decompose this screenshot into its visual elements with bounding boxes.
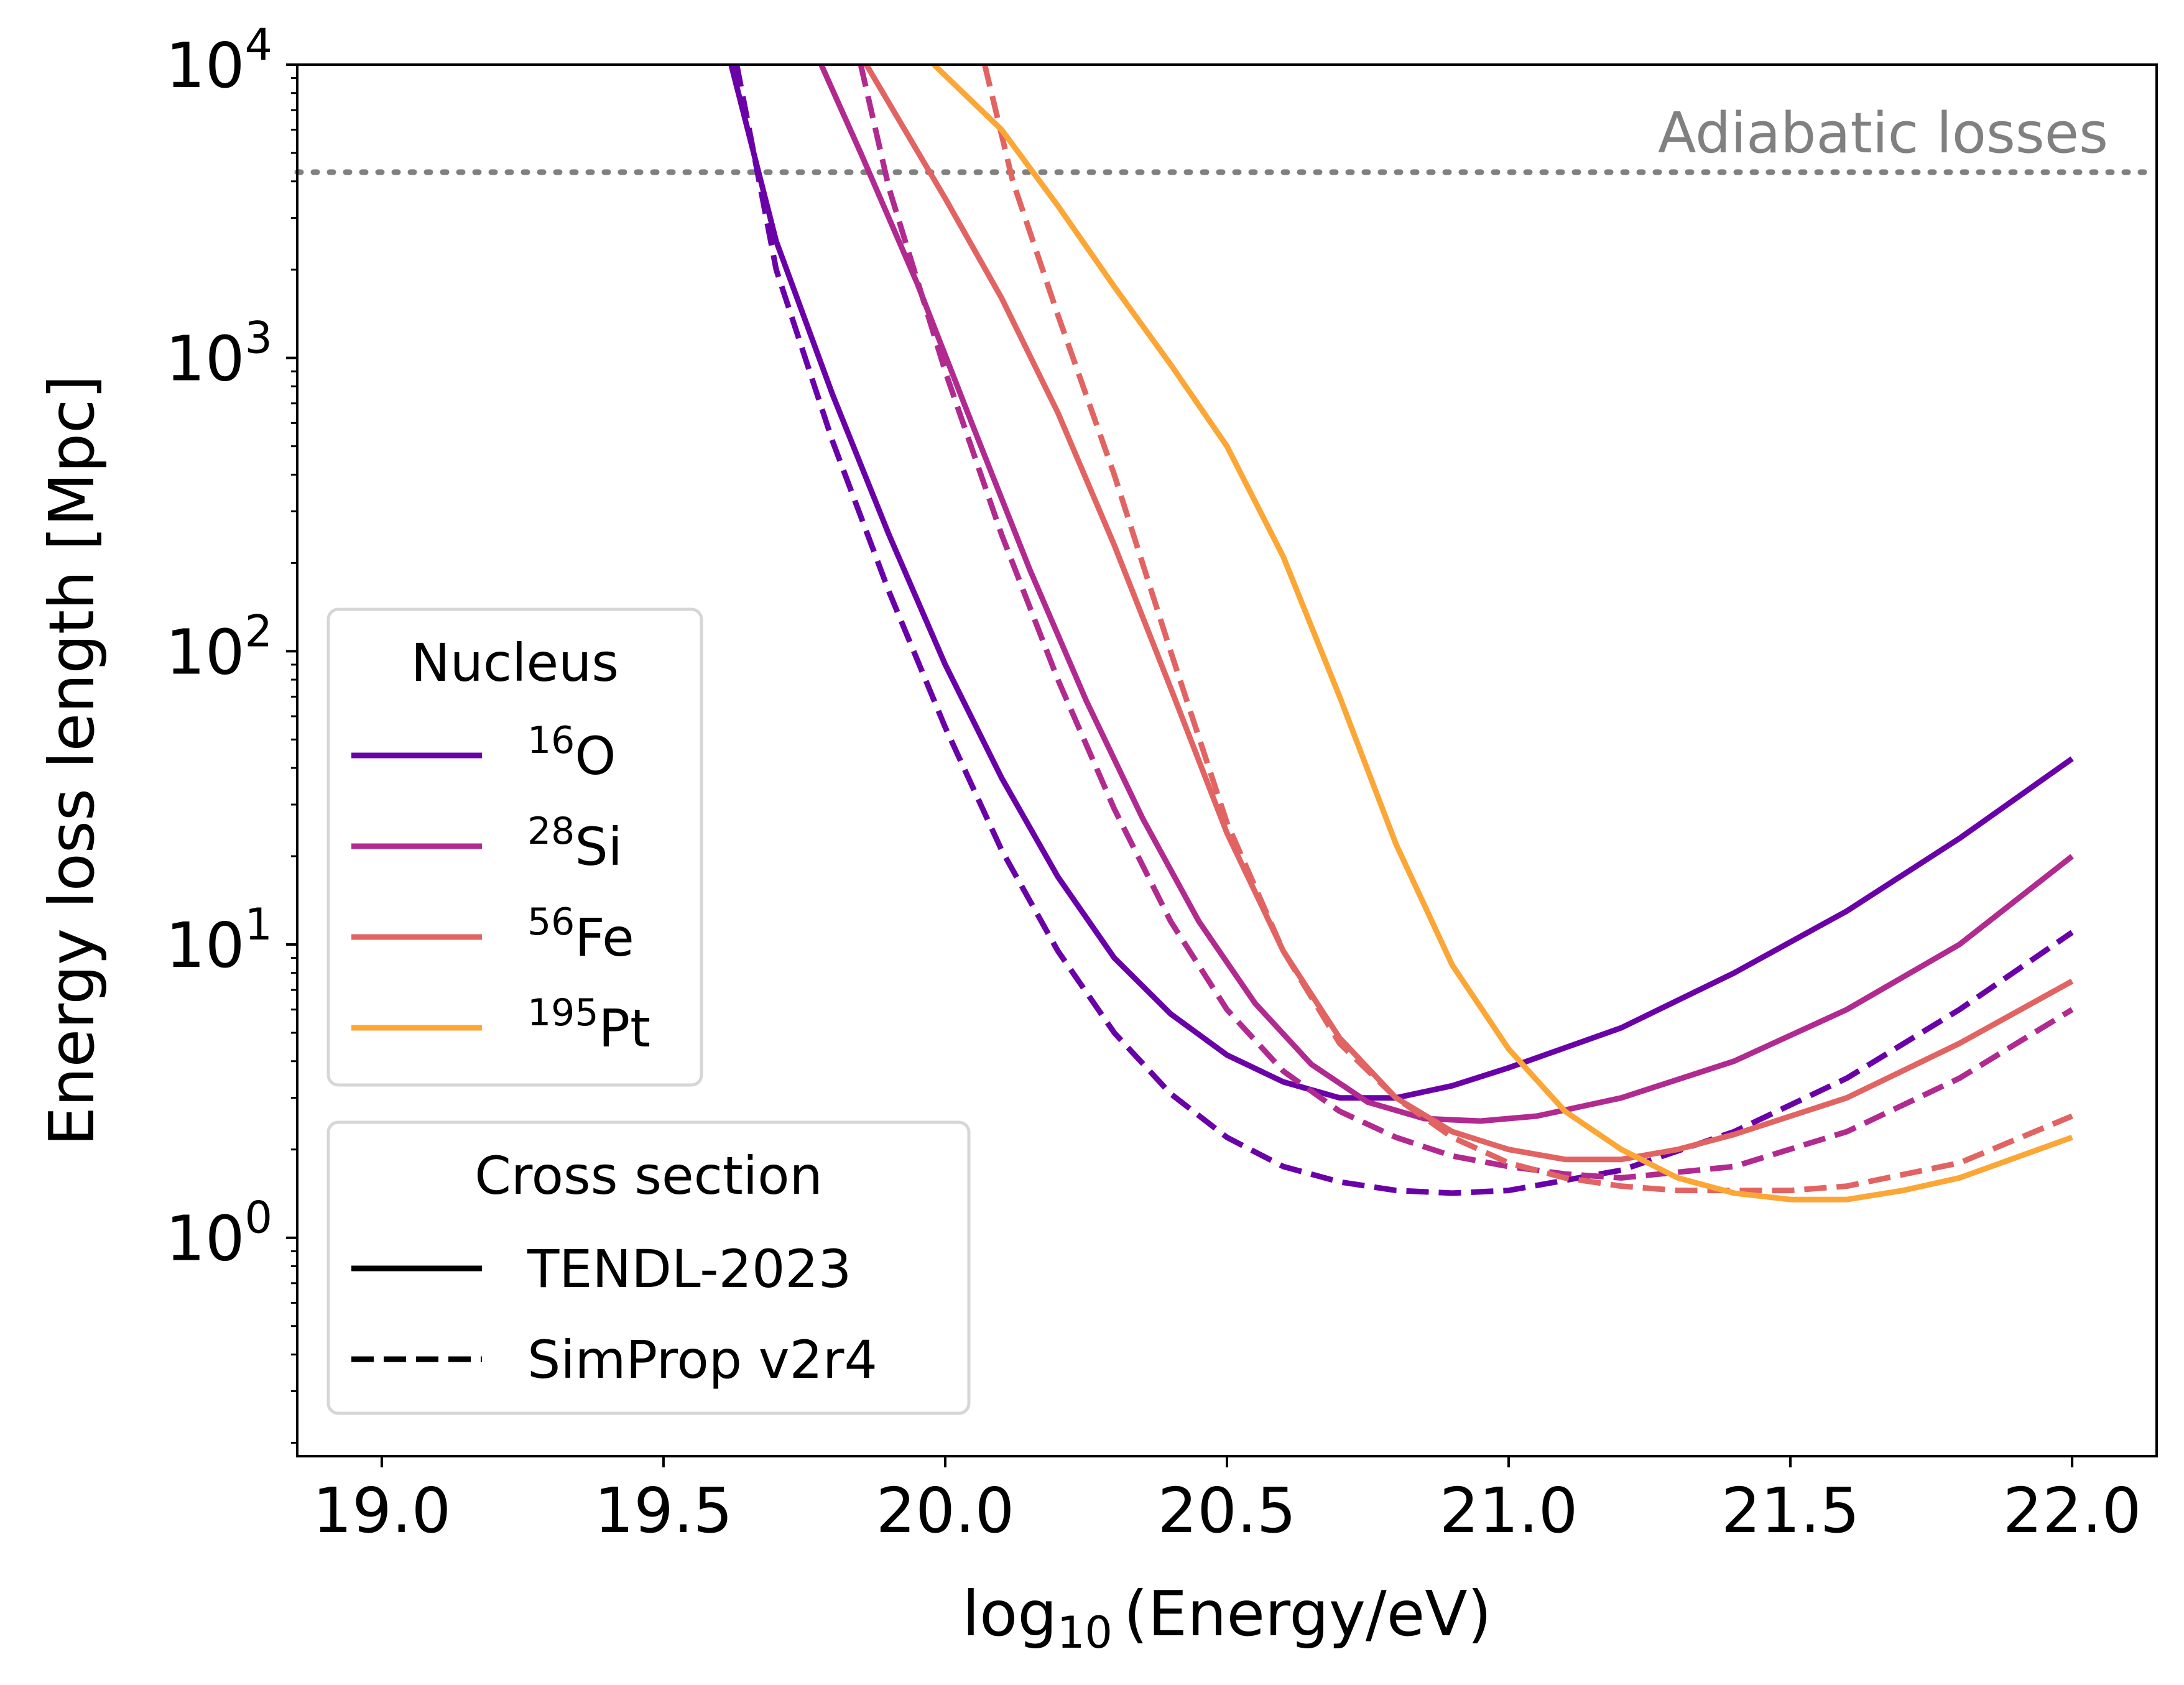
series-layer: [728, 65, 2074, 1203]
x-axis-label-subscript: 10: [1057, 1607, 1113, 1658]
y-tick-base: 10: [165, 909, 244, 982]
legend-nucleus-label: 16O: [527, 719, 616, 787]
adiabatic-losses-label: Adiabatic losses: [1658, 101, 2108, 166]
y-tick-label: 101: [165, 899, 272, 982]
series-195pt-solid: [932, 65, 2073, 1203]
legend-cross-label: TENDL-2023: [527, 1239, 851, 1300]
legend-nucleus-element: Pt: [599, 998, 651, 1059]
legend-nucleus-mass: 28: [527, 810, 575, 853]
x-tick-label: 20.5: [1158, 1474, 1297, 1547]
legend-nucleus-mass: 56: [527, 900, 575, 944]
x-tick-label: 21.0: [1440, 1474, 1578, 1547]
legend-cross-section-title: Cross section: [474, 1145, 823, 1206]
legend-nucleus-box: [326, 607, 703, 1087]
legend-nucleus-mass: 16: [527, 719, 575, 762]
y-axis-label: Energy loss length [Mpc]: [35, 375, 108, 1146]
series-56fe-dashed: [982, 65, 2073, 1194]
x-axis-label: log10 (Energy/eV): [962, 1577, 1491, 1658]
y-tick-exponent: 2: [244, 606, 272, 657]
x-axis-label-rest: (Energy/eV): [1124, 1577, 1492, 1650]
x-tick-label: 19.0: [313, 1474, 451, 1547]
x-tick-label: 21.5: [1721, 1474, 1860, 1547]
series-16o-solid: [728, 65, 2074, 1101]
y-tick-exponent: 3: [244, 313, 272, 364]
legend-cross-section-entries: TENDL-2023 SimProp v2r4: [351, 1239, 877, 1390]
legend-cross-section: Cross section TENDL-2023 SimProp v2r4: [326, 1120, 971, 1415]
y-tick-label: 102: [165, 606, 272, 688]
y-tick-base: 10: [165, 616, 244, 688]
x-tick-label: 19.5: [595, 1474, 733, 1547]
legend-nucleus-label: 28Si: [527, 810, 622, 877]
series-56fe-solid: [864, 65, 2074, 1163]
x-axis-label-main: log: [962, 1577, 1057, 1650]
y-tick-exponent: 0: [244, 1193, 272, 1244]
legend-nucleus-title: Nucleus: [411, 632, 619, 693]
series-28si-dashed: [858, 65, 2074, 1181]
legend-nucleus-element: Fe: [575, 907, 634, 968]
y-tick-base: 10: [165, 29, 244, 102]
series-28si-solid: [818, 65, 2074, 1124]
x-axis-ticks: 19.0 19.5 20.0 20.5 21.0 21.5 22.0: [313, 1456, 2142, 1547]
x-tick-label: 20.0: [876, 1474, 1015, 1547]
y-tick-exponent: 4: [244, 19, 272, 70]
y-tick-label: 100: [165, 1193, 272, 1275]
legend-nucleus-label: 56Fe: [527, 900, 634, 968]
legend-cross-label: SimProp v2r4: [527, 1329, 877, 1390]
legend-nucleus-mass: 195: [527, 991, 599, 1035]
legend-cross-section-box: [326, 1120, 971, 1415]
y-tick-label: 104: [165, 19, 272, 102]
y-tick-exponent: 1: [244, 899, 272, 950]
legend-nucleus-element: Si: [575, 816, 622, 877]
legend-nucleus-label: 195Pt: [527, 991, 650, 1059]
y-tick-base: 10: [165, 323, 244, 395]
x-tick-label: 22.0: [2003, 1474, 2142, 1547]
y-tick-base: 10: [165, 1203, 244, 1275]
legend-nucleus-element: O: [575, 726, 616, 787]
y-tick-label: 103: [165, 313, 272, 395]
series-16o-dashed: [734, 65, 2074, 1196]
